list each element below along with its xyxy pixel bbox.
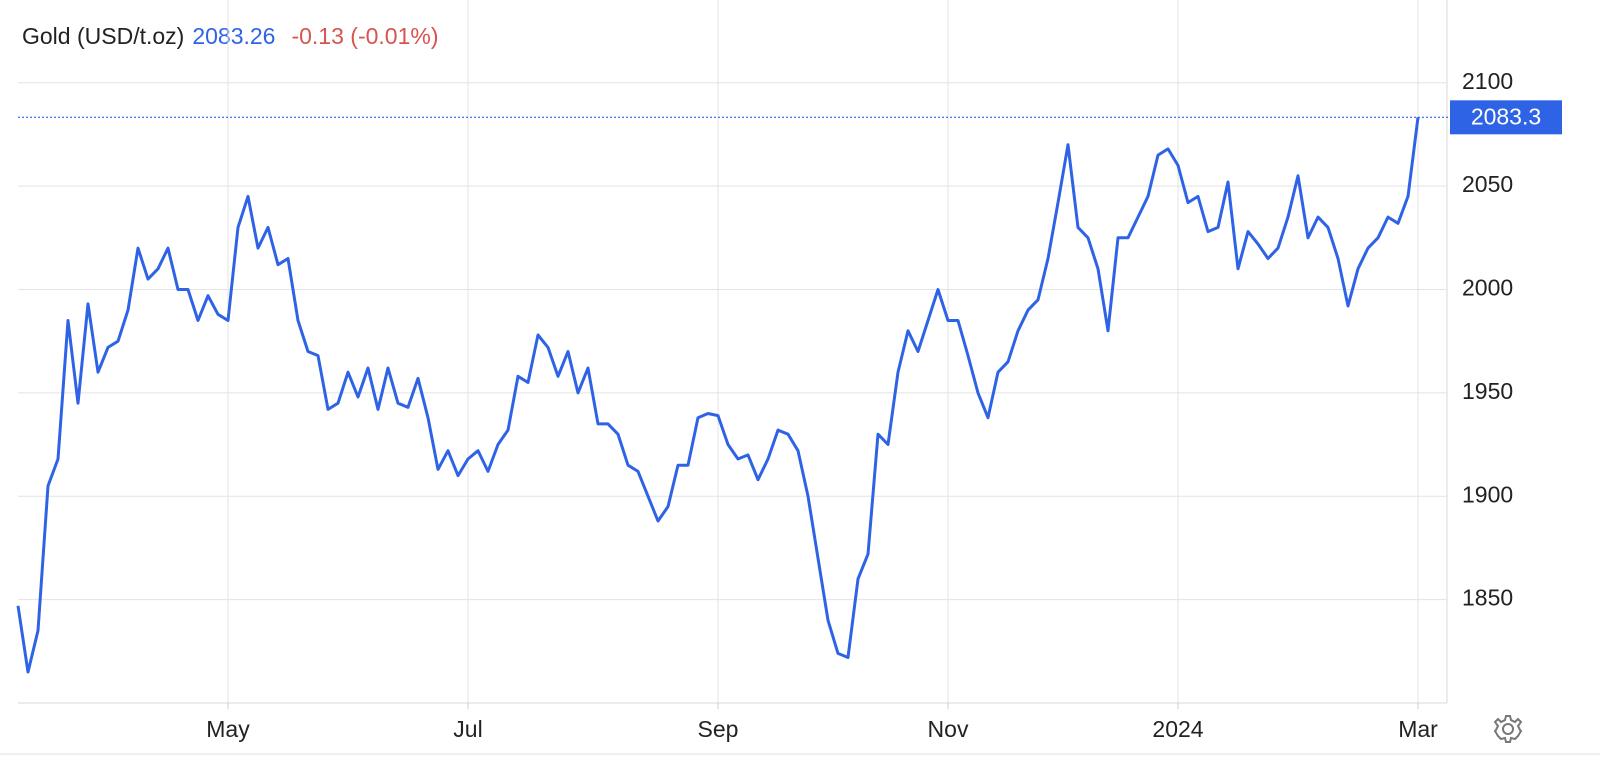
y-tick-label: 2050 — [1462, 171, 1513, 197]
y-tick-label: 2000 — [1462, 275, 1513, 301]
x-tick-label: Jul — [453, 716, 482, 742]
y-tick-label: 1850 — [1462, 585, 1513, 611]
last-price-label: 2083.3 — [1471, 103, 1541, 129]
x-tick-label: Nov — [928, 716, 969, 742]
y-tick-label: 1950 — [1462, 378, 1513, 404]
y-tick-label: 1900 — [1462, 481, 1513, 507]
settings-icon[interactable] — [1493, 715, 1523, 743]
x-tick-label: 2024 — [1152, 716, 1203, 742]
x-tick-label: Mar — [1398, 716, 1438, 742]
y-tick-label: 2100 — [1462, 68, 1513, 94]
price-change: -0.13 (-0.01%) — [291, 23, 438, 49]
last-price-tag — [1450, 100, 1562, 135]
x-tick-label: Sep — [698, 716, 739, 742]
price-line — [16, 117, 1420, 674]
chart-title: Gold (USD/t.oz) — [22, 23, 184, 49]
last-price: 2083.26 — [192, 23, 275, 49]
x-tick-label: May — [206, 716, 250, 742]
